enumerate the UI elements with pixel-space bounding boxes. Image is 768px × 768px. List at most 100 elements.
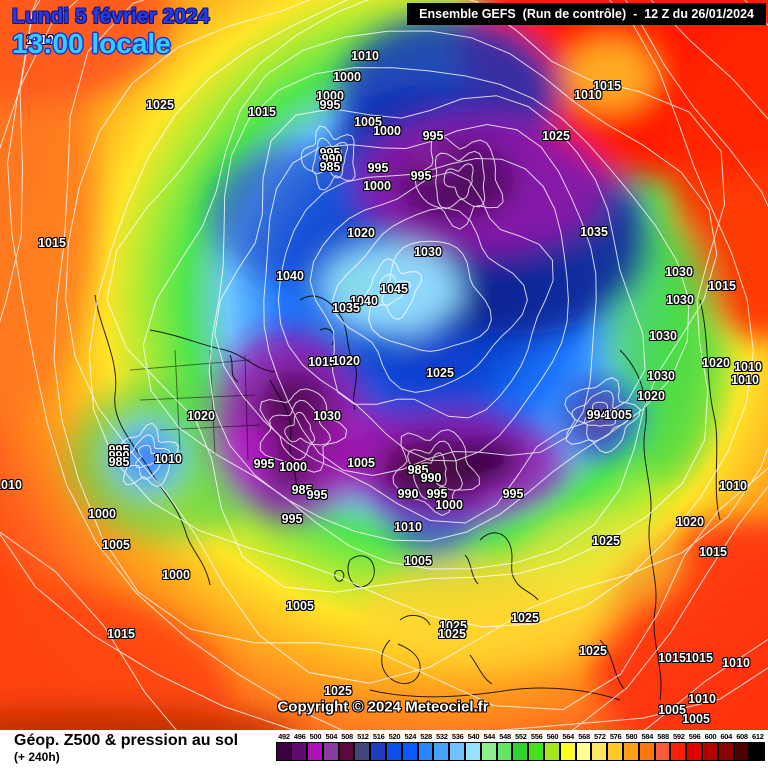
colorbar-value: 512: [357, 732, 369, 741]
colorbar-cell: 608: [733, 732, 750, 761]
colorbar-swatch: [496, 742, 513, 761]
pressure-label: 995: [502, 487, 524, 501]
pressure-label: 1025: [579, 644, 607, 658]
pressure-label: 1005: [354, 115, 382, 129]
colorbar-swatch: [607, 742, 624, 761]
pressure-label: 1015: [708, 279, 736, 293]
pressure-label: 1025: [146, 98, 174, 112]
colorbar-swatch: [307, 742, 323, 761]
colorbar-cell: 592: [670, 732, 687, 761]
colorbar-cell: 532: [433, 732, 450, 761]
colorbar-cell: 600: [702, 732, 719, 761]
pressure-label: 1030: [414, 245, 442, 259]
pressure-label: 1005: [682, 712, 710, 726]
colorbar-cell: 544: [480, 732, 497, 761]
pressure-label: 1015: [38, 236, 66, 250]
pressure-label: 990: [397, 487, 419, 501]
colorbar-swatch: [670, 742, 687, 761]
colorbar-swatch: [417, 742, 434, 761]
colorbar-cell: 584: [638, 732, 655, 761]
pressure-label: 1005: [404, 554, 432, 568]
colorbar-cell: 564: [559, 732, 576, 761]
colorbar-swatch: [575, 742, 592, 761]
colorbar-value: 520: [388, 732, 401, 741]
colorbar-cell: 536: [449, 732, 466, 761]
map-title: Géop. Z500 & pression au sol: [14, 732, 239, 749]
pressure-label: 1015: [308, 355, 336, 369]
colorbar-swatch: [717, 742, 734, 761]
colorbar-swatch: [449, 742, 466, 761]
colorbar-value: 552: [515, 732, 527, 741]
pressure-label: 1030: [313, 409, 341, 423]
pressure-label: 1015: [248, 105, 276, 119]
pressure-label: 1000: [88, 507, 116, 521]
colorbar-cell: 568: [575, 732, 592, 761]
pressure-label: 994: [586, 408, 608, 422]
pressure-label: 1005: [658, 703, 686, 717]
forecast-date: Lundi 5 février 2024: [12, 5, 210, 28]
pressure-label: 1010: [26, 33, 54, 47]
colorbar-value: 492: [278, 732, 290, 741]
geopotential-pressure-field: [0, 0, 768, 730]
colorbar-cell: 604: [717, 732, 734, 761]
colorbar-value: 564: [562, 732, 575, 741]
pressure-label: 1010: [351, 49, 379, 63]
colorbar-value: 588: [657, 732, 669, 741]
colorbar-swatch: [654, 742, 671, 761]
pressure-label: 990: [108, 449, 130, 463]
colorbar-cell: 548: [496, 732, 513, 761]
pressure-label: 1020: [676, 515, 704, 529]
pressure-label: 1025: [426, 366, 454, 380]
colorbar-swatch: [401, 742, 418, 761]
colorbar-cell: 580: [623, 732, 640, 761]
colorbar-value: 524: [404, 732, 417, 741]
colorbar-swatch: [465, 742, 481, 761]
colorbar-value: 576: [609, 732, 622, 741]
pressure-label: 1040: [276, 269, 304, 283]
colorbar-value: 544: [483, 732, 496, 741]
colorbar-value: 572: [594, 732, 606, 741]
pressure-label: 1020: [332, 354, 360, 368]
pressure-label: 1010: [574, 88, 602, 102]
colorbar-cell: 524: [401, 732, 418, 761]
pressure-label: 1035: [332, 301, 360, 315]
pressure-label: 995: [426, 487, 448, 501]
colorbar-value: 540: [467, 732, 480, 741]
pressure-label: 1030: [649, 329, 677, 343]
pressure-label: 1025: [511, 611, 539, 625]
colorbar-cell: 588: [654, 732, 671, 761]
pressure-label: 990: [321, 152, 343, 166]
colorbar-value: 600: [704, 732, 717, 741]
pressure-label: 1000: [373, 124, 401, 138]
colorbar-cell: 572: [591, 732, 608, 761]
pressure-label: 1010: [731, 373, 759, 387]
pressure-label: 995: [410, 169, 432, 183]
colorbar-swatch: [386, 742, 402, 761]
forecast-hour: (+ 240h): [14, 750, 60, 764]
colorbar-value: 592: [673, 732, 685, 741]
pressure-label: 995: [253, 457, 275, 471]
pressure-label: 1010: [688, 692, 716, 706]
colorbar-value: 536: [451, 732, 464, 741]
pressure-label: 1000: [316, 89, 344, 103]
colorbar-swatch: [749, 742, 766, 761]
colorbar-swatch: [733, 742, 750, 761]
pressure-label: 1010: [154, 452, 182, 466]
pressure-label: 1040: [350, 294, 378, 308]
colorbar-swatch: [354, 742, 371, 761]
pressure-label: 1015: [699, 545, 727, 559]
colorbar-swatch: [276, 742, 292, 761]
pressure-label: 995: [281, 512, 303, 526]
pressure-label: 995: [422, 129, 444, 143]
pressure-label: 995: [319, 98, 341, 112]
colorbar-value: 584: [641, 732, 654, 741]
pressure-label: 1005: [604, 408, 632, 422]
colorbar-cell: 528: [417, 732, 434, 761]
colorbar-swatch: [623, 742, 639, 761]
pressure-label: 1000: [279, 460, 307, 474]
pressure-label: 1020: [637, 389, 665, 403]
colorbar-swatch: [480, 742, 497, 761]
forecast-time: 13:00 locale: [12, 28, 171, 60]
colorbar-cell: 552: [512, 732, 529, 761]
